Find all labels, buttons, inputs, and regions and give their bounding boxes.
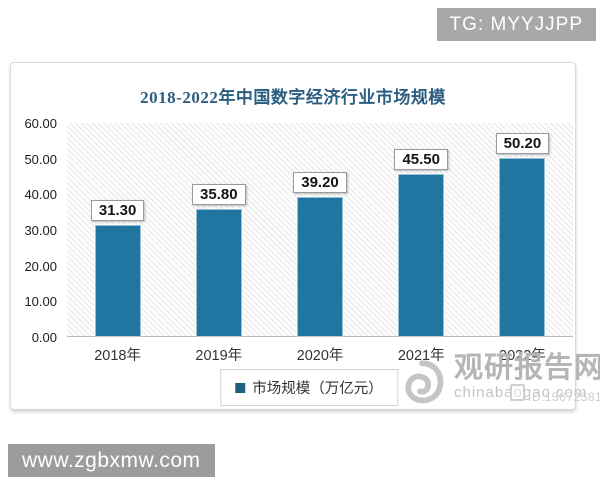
y-tick-label: 10.00 xyxy=(24,294,57,310)
y-tick-label: 30.00 xyxy=(24,223,57,238)
y-tick-label: 0.00 xyxy=(31,330,57,345)
x-tick-label: 2018年 xyxy=(94,348,141,364)
x-tick-label: 2019年 xyxy=(195,348,243,364)
chart-panel: 2018-2022年中国数字经济行业市场规模 60.00 50.00 40.00 30… xyxy=(10,62,576,410)
bar xyxy=(499,157,546,336)
chart-title: 2018-2022年中国数字经济行业市场规模 xyxy=(140,88,446,107)
x-tick-label: 2020年 xyxy=(296,348,344,364)
x-tick-label: 2021年 xyxy=(397,348,445,364)
bar-column: 39.20 xyxy=(269,123,370,336)
bar-column: 45.50 xyxy=(371,123,472,336)
y-tick-label: 20.00 xyxy=(24,258,57,274)
bar-value-label: 39.20 xyxy=(293,171,347,193)
y-tick-label: 40.00 xyxy=(24,187,57,203)
bar xyxy=(94,224,141,336)
legend: 市场规模（万亿元） xyxy=(220,369,398,406)
y-tick-label: 60.00 xyxy=(24,116,57,131)
y-tick-label: 50.00 xyxy=(24,151,57,167)
tg-badge: TG: MYYJJPP xyxy=(436,8,596,41)
bar xyxy=(195,208,242,336)
x-tick-label: 2022年 xyxy=(499,348,546,364)
bar-column: 50.20 xyxy=(472,123,573,336)
bar-value-label: 50.20 xyxy=(495,132,550,154)
site-badge: www.zgbxmw.com xyxy=(8,444,215,477)
legend-label: 市场规模（万亿元） xyxy=(252,381,383,397)
plot-area: 31.30 35.80 39.20 45.50 50.20 xyxy=(67,123,573,337)
bar-column: 35.80 xyxy=(168,123,269,336)
y-axis-labels: 60.00 50.00 40.00 30.00 20.00 10.00 0.00 xyxy=(11,116,63,345)
x-axis-labels: 2018年 2019年 2020年 2021年 2022年 xyxy=(67,344,573,365)
bar-value-label: 45.50 xyxy=(394,149,448,171)
bar-value-label: 31.30 xyxy=(90,199,145,221)
legend-swatch-icon xyxy=(235,382,246,393)
bar xyxy=(297,196,343,336)
bar-column: 31.30 xyxy=(67,123,168,336)
bar-value-label: 35.80 xyxy=(192,183,246,205)
bar xyxy=(398,174,445,336)
